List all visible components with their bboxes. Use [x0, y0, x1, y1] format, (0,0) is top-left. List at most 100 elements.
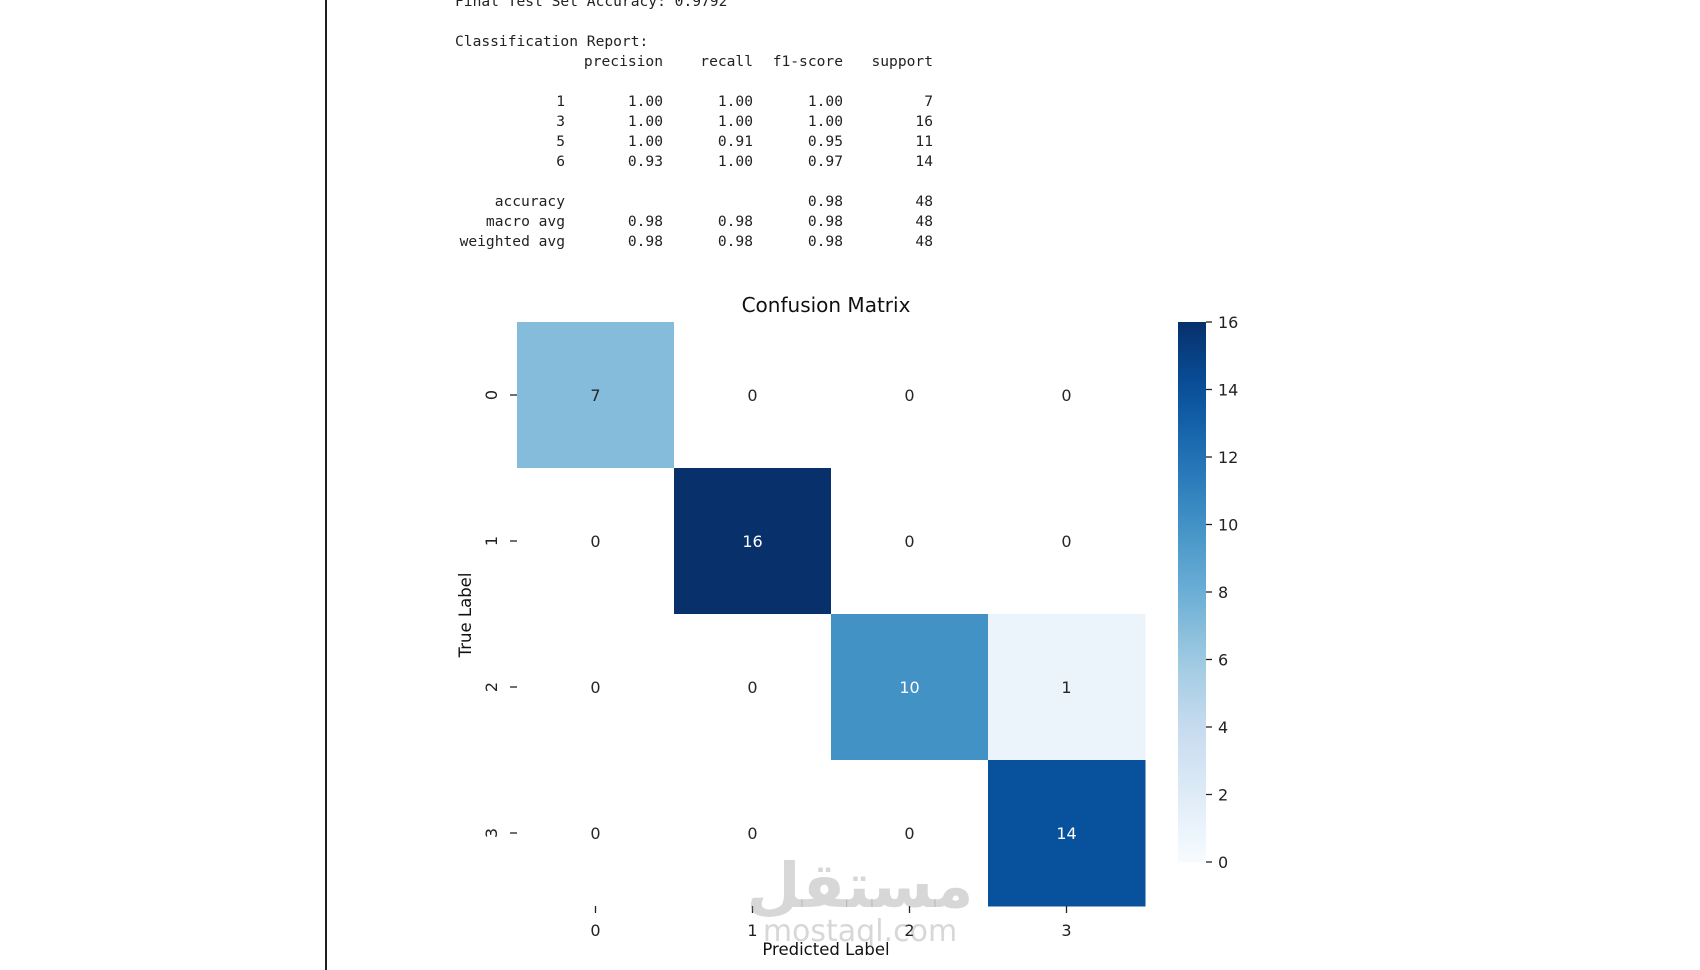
report-summary-row: weighted avg 0.98 0.98 0.98 48: [455, 232, 935, 252]
y-tick-label: 0: [482, 390, 501, 400]
heatmap-cell-label: 16: [742, 532, 762, 551]
colorbar: [1178, 322, 1206, 862]
heatmap-cell-label: 0: [590, 532, 600, 551]
report-cell-label: accuracy: [494, 193, 565, 210]
report-cell-support: 16: [915, 113, 933, 130]
y-tick-label: 1: [482, 536, 501, 546]
heatmap-cell: [674, 760, 832, 907]
accuracy-line: Final Test Set Accuracy: 0.9792: [455, 0, 728, 10]
report-cell-f1: 1.00: [807, 113, 843, 130]
heatmap-cell-label: 0: [747, 824, 757, 843]
report-column-header: f1-score: [772, 53, 843, 70]
report-cell-label: weighted avg: [459, 233, 565, 250]
report-cell-support: 7: [924, 93, 933, 110]
y-tick-label: 2: [482, 682, 501, 692]
colorbar-tick-label: 10: [1218, 516, 1238, 535]
report-column-header: precision: [583, 53, 663, 70]
report-cell-f1: 0.97: [807, 153, 843, 170]
heatmap-cell-label: 1: [1061, 678, 1071, 697]
report-cell-recall: 0.91: [717, 133, 753, 150]
report-cell-precision: 0.98: [627, 233, 663, 250]
classification-report: Final Test Set Accuracy: 0.9792 Classifi…: [455, 0, 933, 250]
heatmap-cell-label: 0: [590, 824, 600, 843]
colorbar-tick-label: 8: [1218, 583, 1228, 602]
heatmap-cell-label: 0: [747, 678, 757, 697]
report-cell-precision: 1.00: [627, 113, 663, 130]
report-cell-f1: 1.00: [807, 93, 843, 110]
x-axis-label: Predicted Label: [762, 940, 889, 959]
report-class-row: 6 0.93 1.00 0.97 14: [455, 152, 935, 172]
report-cell-precision: 1.00: [627, 93, 663, 110]
report-cell-support: 14: [915, 153, 933, 170]
heatmap-cell: [831, 614, 989, 761]
colorbar-tick-label: 14: [1218, 381, 1238, 400]
report-summary-row: macro avg 0.98 0.98 0.98 48: [455, 212, 935, 232]
report-cell-label: macro avg: [485, 213, 565, 230]
heatmap-cell: [517, 322, 675, 469]
heatmap-cell: [988, 760, 1146, 907]
report-cell-precision: 1.00: [627, 133, 663, 150]
report-cell-label: 3: [556, 113, 565, 130]
report-column-header: recall: [700, 53, 753, 70]
heatmap-cell: [517, 760, 675, 907]
heatmap-cell-labels: 7 0 0 00 16 0 00 0 10 10 0 0 14: [590, 386, 1076, 843]
colorbar-ticks: 0 2 4 6 8 10 12 14 16: [1206, 313, 1238, 872]
x-tick-label: 2: [904, 921, 914, 940]
colorbar-tick-label: 0: [1218, 853, 1228, 872]
report-cell-precision: 0.93: [627, 153, 663, 170]
x-axis-ticks: 0 1 2 3: [590, 906, 1072, 940]
report-cell-f1: 0.98: [807, 193, 843, 210]
heatmap-cell: [831, 468, 989, 615]
heatmap-cell: [517, 614, 675, 761]
y-tick-label: 3: [482, 828, 501, 838]
heatmap-cell: [831, 322, 989, 469]
report-cell-recall: 1.00: [717, 93, 753, 110]
report-cell-recall: 1.00: [717, 153, 753, 170]
y-axis-label: True Label: [456, 573, 475, 659]
heatmap-cell-label: 0: [1061, 532, 1071, 551]
report-heading: Classification Report:: [455, 33, 649, 50]
report-cell-label: 6: [556, 153, 565, 170]
report-cell-support: 48: [915, 233, 933, 250]
report-column-header: support: [871, 53, 933, 70]
report-class-row: 5 1.00 0.91 0.95 11: [455, 132, 935, 152]
heatmap-cell: [517, 468, 675, 615]
heatmap-cell: [988, 614, 1146, 761]
report-class-row: 1 1.00 1.00 1.00 7: [455, 92, 935, 112]
report-cell-label: 5: [556, 133, 565, 150]
heatmap-cells: [517, 322, 1146, 907]
heatmap-cell: [674, 614, 832, 761]
heatmap-cell-label: 0: [1061, 386, 1071, 405]
report-cell-f1: 0.98: [807, 213, 843, 230]
heatmap-cell-label: 0: [904, 532, 914, 551]
heatmap-cell-label: 0: [904, 824, 914, 843]
report-class-row: 3 1.00 1.00 1.00 16: [455, 112, 935, 132]
chart-title: Confusion Matrix: [742, 293, 911, 317]
left-border: [325, 0, 327, 970]
heatmap-cell-label: 0: [904, 386, 914, 405]
heatmap-cell: [674, 322, 832, 469]
heatmap-cell-label: 0: [747, 386, 757, 405]
colorbar-tick-label: 16: [1218, 313, 1238, 332]
heatmap-cell: [674, 468, 832, 615]
report-cell-f1: 0.95: [807, 133, 843, 150]
report-cell-recall: 1.00: [717, 113, 753, 130]
report-header-row: precision recall f1-score support: [455, 52, 935, 72]
heatmap-cell-label: 7: [590, 386, 600, 405]
report-cell-label: 1: [556, 93, 565, 110]
colorbar-tick-label: 2: [1218, 786, 1228, 805]
colorbar-tick-label: 4: [1218, 718, 1228, 737]
report-summary-row: accuracy 0.98 48: [455, 192, 935, 212]
report-cell-recall: 0.98: [717, 233, 753, 250]
report-cell-support: 11: [915, 133, 933, 150]
heatmap-cell-label: 10: [899, 678, 919, 697]
y-axis-ticks: 0 1 2 3: [482, 390, 517, 838]
heatmap-cell: [988, 468, 1146, 615]
heatmap-cell-label: 14: [1056, 824, 1076, 843]
report-cell-support: 48: [915, 193, 933, 210]
report-cell-recall: 0.98: [717, 213, 753, 230]
heatmap-cell-label: 0: [590, 678, 600, 697]
heatmap-cell: [988, 322, 1146, 469]
heatmap-cell: [831, 760, 989, 907]
